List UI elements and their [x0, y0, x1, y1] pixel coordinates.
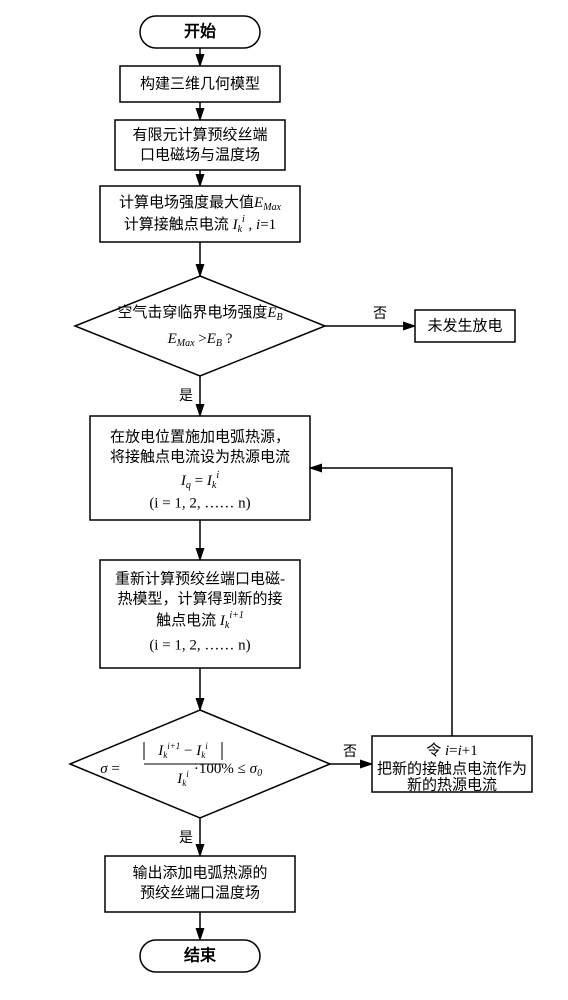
decision-breakdown	[75, 276, 325, 376]
svg-text:σ =: σ =	[100, 761, 120, 777]
svg-text:EMax >EB ?: EMax >EB ?	[167, 331, 233, 349]
svg-text:计算电场强度最大值EMax: 计算电场强度最大值EMax	[119, 193, 282, 213]
svg-text:未发生放电: 未发生放电	[427, 317, 502, 334]
svg-text:结束: 结束	[183, 946, 217, 965]
node-output	[105, 856, 295, 912]
flowchart: 开始构建三维几何模型有限元计算预绞丝端口电磁场与温度场计算电场强度最大值EMax…	[0, 0, 568, 1000]
svg-text:·100% ≤ σ0: ·100% ≤ σ0	[194, 761, 262, 779]
svg-text:在放电位置施加电弧热源，: 在放电位置施加电弧热源，	[110, 428, 290, 445]
svg-text:否: 否	[343, 745, 357, 760]
svg-text:计算接触点电流 Iki , i=1: 计算接触点电流 Iki , i=1	[124, 214, 276, 235]
svg-text:将接触点电流设为热源电流: 将接触点电流设为热源电流	[110, 448, 290, 465]
svg-text:重新计算预绞丝端口电磁-: 重新计算预绞丝端口电磁-	[115, 569, 285, 587]
svg-text:新的热源电流: 新的热源电流	[407, 776, 497, 793]
svg-text:(i = 1, 2, …… n): (i = 1, 2, …… n)	[149, 637, 250, 653]
svg-text:是: 是	[179, 831, 193, 846]
svg-text:令 i=i+1: 令 i=i+1	[426, 742, 478, 759]
svg-text:口电磁场与温度场: 口电磁场与温度场	[140, 146, 260, 163]
svg-text:预绞丝端口温度场: 预绞丝端口温度场	[140, 884, 260, 901]
svg-text:热模型，计算得到新的接: 热模型，计算得到新的接	[117, 589, 282, 607]
node-compute-emax	[100, 186, 300, 242]
svg-text:(i = 1, 2, …… n): (i = 1, 2, …… n)	[149, 495, 250, 511]
svg-text:否: 否	[373, 307, 387, 322]
svg-text:空气击穿临界电场强度EB: 空气击穿临界电场强度EB	[117, 304, 282, 323]
svg-text:开始: 开始	[184, 22, 216, 41]
svg-text:构建三维几何模型: 构建三维几何模型	[140, 75, 260, 92]
svg-text:输出添加电弧热源的: 输出添加电弧热源的	[132, 864, 267, 881]
svg-text:有限元计算预绞丝端: 有限元计算预绞丝端	[132, 125, 267, 143]
svg-text:是: 是	[179, 389, 193, 404]
svg-text:把新的接触点电流作为: 把新的接触点电流作为	[377, 760, 527, 777]
